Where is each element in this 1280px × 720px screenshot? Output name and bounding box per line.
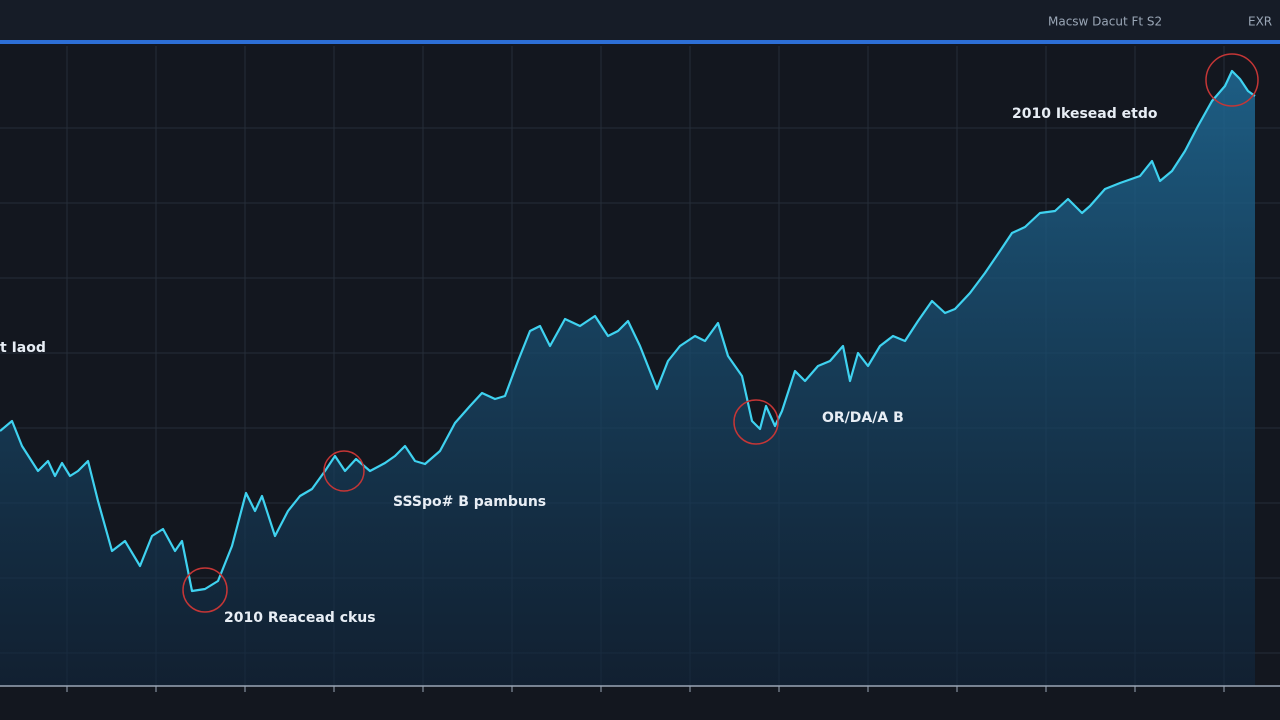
annotation: 2010 Reacead ckus <box>224 610 376 626</box>
header-action[interactable]: EXR <box>1248 15 1272 29</box>
highlight <box>323 450 365 492</box>
annotation: OR/DA/A B <box>822 410 904 426</box>
annotation: t Iaod <box>0 340 46 356</box>
header-accent <box>0 40 1280 44</box>
annotation: 2010 Ikesead etdo <box>1012 106 1158 122</box>
line <box>0 69 1256 593</box>
area-fill <box>0 71 1255 686</box>
header-menu[interactable]: Macsw Dacut Ft S2 <box>1048 15 1162 29</box>
highlight <box>1205 53 1259 107</box>
highlight <box>733 399 779 445</box>
highlight <box>182 567 228 613</box>
plot <box>0 69 1256 686</box>
annotation: SSSpo# B pambuns <box>393 494 546 510</box>
header-bar <box>0 0 1280 40</box>
